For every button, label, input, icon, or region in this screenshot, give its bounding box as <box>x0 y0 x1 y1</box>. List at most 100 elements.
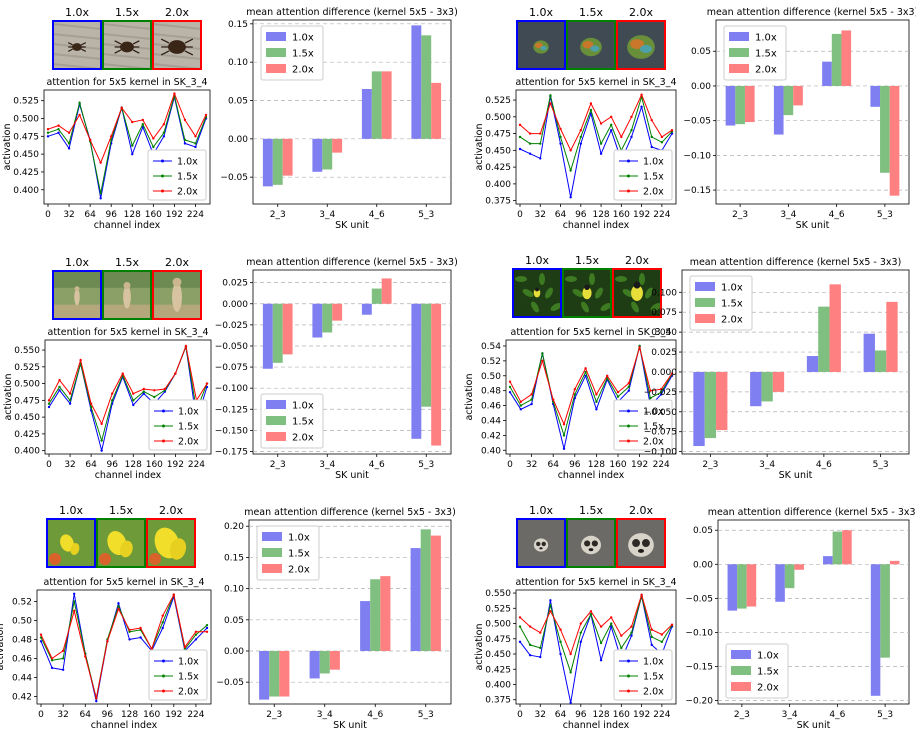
bar-2_3-2.0x <box>744 85 755 123</box>
data-point <box>141 123 144 126</box>
tick-insect-icon <box>102 21 152 70</box>
data-point <box>162 123 166 126</box>
y-tick-label: 0.075 <box>651 308 677 318</box>
y-tick-label: 0.550 <box>485 589 511 599</box>
legend-marker <box>627 689 630 693</box>
data-point <box>117 602 120 605</box>
y-tick-label: 0.450 <box>485 146 511 156</box>
y-axis-label: activation <box>2 123 13 170</box>
x-tick-label: 3_4 <box>759 460 775 470</box>
bar-5_3-1.0x <box>411 303 422 439</box>
y-axis-label: activation <box>464 373 475 420</box>
bird-icon <box>513 269 562 317</box>
y-tick-label: 0.400 <box>485 680 511 690</box>
data-point <box>569 169 572 172</box>
data-point <box>650 628 653 631</box>
bar-3_4-2.0x <box>794 564 804 570</box>
data-point <box>508 380 512 383</box>
legend-marker <box>627 409 630 413</box>
bar-4_6-1.0x <box>361 303 372 315</box>
data-point <box>627 389 630 392</box>
data-point <box>610 123 613 127</box>
data-point <box>660 393 663 396</box>
bar-3_4-1.0x <box>312 303 323 338</box>
y-tick-label: −0.025 <box>644 388 677 398</box>
legend-swatch <box>262 564 282 573</box>
data-point <box>579 640 582 644</box>
x-tick-label: 5_3 <box>418 710 434 720</box>
x-tick-label: 5_3 <box>418 460 434 470</box>
y-tick-label: 0.52 <box>12 597 32 607</box>
x-tick-label: 128 <box>592 710 609 720</box>
data-point <box>589 108 593 112</box>
data-point <box>183 647 187 651</box>
data-point <box>68 402 72 405</box>
legend-swatch <box>729 64 749 73</box>
data-point <box>205 623 209 627</box>
legend-marker <box>627 189 630 193</box>
data-point <box>528 643 532 647</box>
data-point <box>172 593 175 596</box>
x-tick-label: 64 <box>80 710 92 720</box>
y-axis-label: activation <box>3 373 14 420</box>
data-point <box>660 640 664 644</box>
y-tick-label: −0.05 <box>683 117 711 127</box>
data-point <box>579 129 582 132</box>
y-tick-label: −0.10 <box>685 628 713 638</box>
y-tick-label: 0.52 <box>481 357 501 367</box>
y-tick-label: 0.400 <box>13 186 39 196</box>
data-point <box>61 657 65 660</box>
bar-2_3-1.0x <box>262 303 273 369</box>
data-point <box>67 142 71 145</box>
data-point <box>39 640 43 643</box>
line-legend: 1.0x 1.5x 2.0x <box>148 399 208 451</box>
series-line-1.0x <box>519 595 673 703</box>
data-point <box>183 645 187 649</box>
legend-label: 1.5x <box>288 549 310 560</box>
data-point <box>569 149 572 152</box>
legend-label: 1.5x <box>292 49 314 60</box>
x-tick-label: 128 <box>592 210 609 220</box>
data-point <box>640 93 643 96</box>
data-point <box>194 135 197 138</box>
x-tick-label: 32 <box>57 710 68 720</box>
y-tick-label: 0.42 <box>12 692 32 702</box>
x-axis-label: SK unit <box>335 470 369 481</box>
data-point <box>518 147 522 151</box>
panel-5: 1.0x 1.5x 2.0x 0.42 0.44 0.46 0.48 0.50 0.52 0 32 6… <box>0 504 456 731</box>
legend-marker <box>627 424 630 428</box>
data-point <box>559 127 562 131</box>
data-point <box>128 630 131 633</box>
legend-swatch <box>731 666 751 675</box>
x-tick-label: 224 <box>653 460 670 470</box>
x-axis-label: channel index <box>558 470 625 481</box>
bar-chart-title: mean attention difference (kernel 5x5 - … <box>707 7 916 18</box>
y-tick-label: 0.400 <box>485 180 511 190</box>
data-point <box>194 633 198 636</box>
legend-label: 2.0x <box>178 437 199 448</box>
x-axis-label: SK unit <box>335 220 369 231</box>
bar-4_6-1.5x <box>832 531 843 565</box>
thumbnail-frame <box>152 20 202 70</box>
bar-5_3-1.5x <box>421 303 432 407</box>
x-tick-label: 128 <box>124 210 141 220</box>
y-tick-label: 0.475 <box>13 132 39 142</box>
panel-3: 1.0x 1.5x 2.0x 0.400 0.425 0.450 0.475 0.500 0.5… <box>3 256 458 481</box>
data-point <box>205 382 209 385</box>
y-tick-label: −0.10 <box>683 151 711 161</box>
y-tick-label: 0.375 <box>485 696 511 706</box>
data-point <box>508 385 512 389</box>
thumbnail-strip: 1.0x 1.5x 2.0x <box>46 504 196 568</box>
x-tick-label: 64 <box>555 710 567 720</box>
y-tick-label: −0.025 <box>215 321 248 331</box>
legend-marker <box>162 689 165 693</box>
thumbnail-label: 1.5x <box>575 254 599 267</box>
y-axis-label: activation <box>0 623 6 670</box>
bar-chart-title: mean attention difference (kernel 5x5 - … <box>246 7 458 18</box>
thumbnail-label: 1.0x <box>65 6 89 19</box>
data-point <box>630 135 633 139</box>
data-point <box>89 402 93 405</box>
data-point <box>183 138 187 142</box>
y-tick-label: 0.20 <box>224 522 244 532</box>
data-point <box>88 138 92 142</box>
